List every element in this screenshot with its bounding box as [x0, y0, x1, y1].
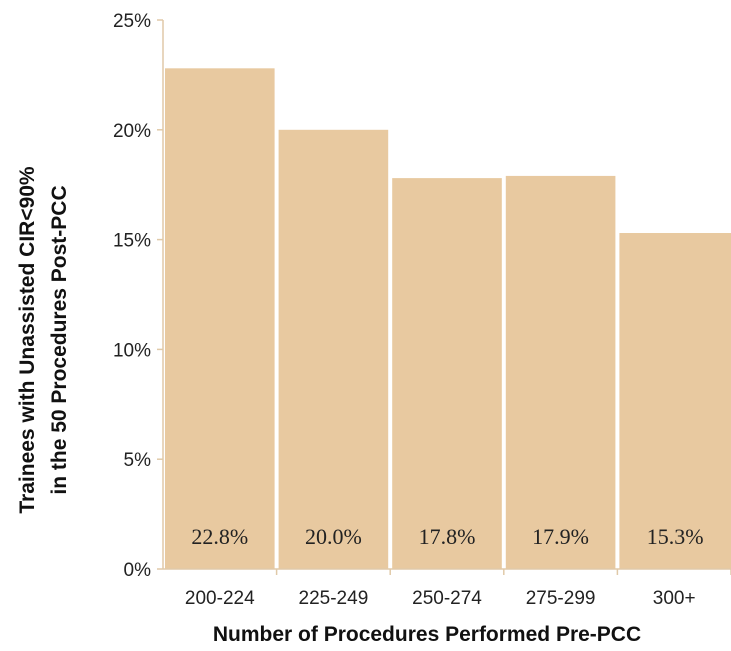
bar-labels-group: 22.8% 20.0% 17.8% 17.9% 15.3% — [191, 524, 703, 549]
bar-data-label: 22.8% — [191, 524, 248, 549]
x-tick-label: 300+ — [653, 588, 696, 609]
bar-200-224 — [165, 68, 275, 569]
y-tick-label: 5% — [124, 450, 152, 471]
x-tick-label: 250-274 — [412, 588, 482, 609]
x-ticks-group: 200-224 225-249 250-274 275-299 300+ — [185, 569, 731, 609]
bar-data-label: 15.3% — [647, 524, 704, 549]
bar-data-label: 20.0% — [305, 524, 362, 549]
y-tick-label: 10% — [113, 340, 151, 361]
y-axis-title-line-1: Trainees with Unassisted CIR<90% — [16, 166, 39, 514]
bar-300+ — [619, 233, 731, 569]
y-tick-label: 15% — [113, 231, 151, 252]
bar-225-249 — [278, 129, 389, 570]
bar-data-label: 17.9% — [532, 524, 589, 549]
y-axis-title-line-2: in the 50 Procedures Post-PCC — [48, 185, 71, 494]
y-axis-title: Trainees with Unassisted CIR<90% in the … — [16, 166, 71, 514]
x-axis-title: Number of Procedures Performed Pre-PCC — [213, 623, 641, 646]
bars-group — [165, 68, 731, 570]
y-tick-label: 20% — [113, 121, 151, 142]
x-tick-label: 225-249 — [299, 588, 369, 609]
x-tick-label: 275-299 — [526, 588, 596, 609]
y-tick-label: 25% — [113, 11, 151, 32]
bar-275-299 — [505, 175, 616, 569]
bar-250-274 — [392, 178, 502, 569]
x-tick-label: 200-224 — [185, 588, 255, 609]
bar-data-label: 17.8% — [419, 524, 476, 549]
y-tick-label: 0% — [124, 560, 152, 581]
y-ticks-group: 0% 5% 10% 15% 20% 25% — [113, 11, 163, 581]
